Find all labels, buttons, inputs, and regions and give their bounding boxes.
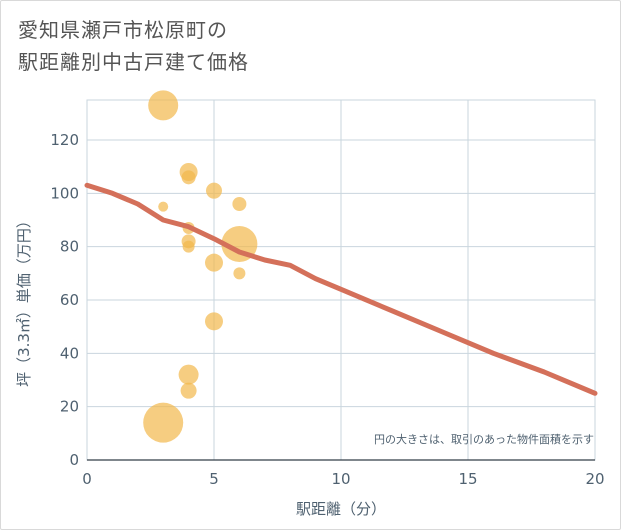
- y-tick-label: 60: [60, 291, 79, 309]
- bubble-point: [182, 240, 195, 253]
- bubble-point: [158, 201, 169, 212]
- bubble-size-note: 円の大きさは、取引のあった物件面積を示す: [374, 432, 594, 446]
- tick-labels: 0 5 10 15 20 0 20 40 60 80 100 120: [50, 131, 604, 488]
- y-axis-label: 坪（3.3㎡）単価（万円）: [15, 213, 33, 387]
- trend-series: [84, 182, 598, 396]
- chart-title-line-2: 駅距離別中古戸建て価格: [18, 50, 249, 74]
- bubble-point: [181, 170, 196, 185]
- bubble-point: [206, 182, 222, 199]
- x-axis-label: 駅距離（分）: [296, 500, 386, 518]
- trend-line: [84, 182, 598, 396]
- y-tick-label: 40: [60, 344, 79, 362]
- bubble-point: [232, 197, 247, 211]
- y-tick-label: 120: [50, 131, 79, 149]
- chart-title-line-1: 愛知県瀬戸市松原町の: [18, 18, 228, 42]
- x-tick-label: 10: [331, 470, 350, 488]
- x-tick-label: 15: [458, 470, 477, 488]
- x-tick-label: 5: [209, 470, 219, 488]
- bubble-point: [180, 382, 197, 399]
- y-tick-label: 80: [60, 238, 79, 256]
- y-tick-label: 20: [60, 398, 79, 416]
- y-tick-label: 0: [69, 451, 79, 469]
- chart-title: 愛知県瀬戸市松原町の 駅距離別中古戸建て価格: [18, 14, 249, 78]
- bubble-point: [143, 402, 184, 443]
- bubble-point: [178, 364, 199, 385]
- bubble-point: [148, 90, 179, 121]
- bubble-point: [233, 267, 246, 280]
- x-tick-label: 0: [82, 470, 92, 488]
- y-tick-label: 100: [50, 184, 79, 202]
- x-tick-label: 20: [585, 470, 604, 488]
- bubble-point: [205, 312, 223, 331]
- bubble-point: [205, 253, 223, 272]
- bubble-series: [143, 90, 258, 443]
- grid: [86, 99, 596, 461]
